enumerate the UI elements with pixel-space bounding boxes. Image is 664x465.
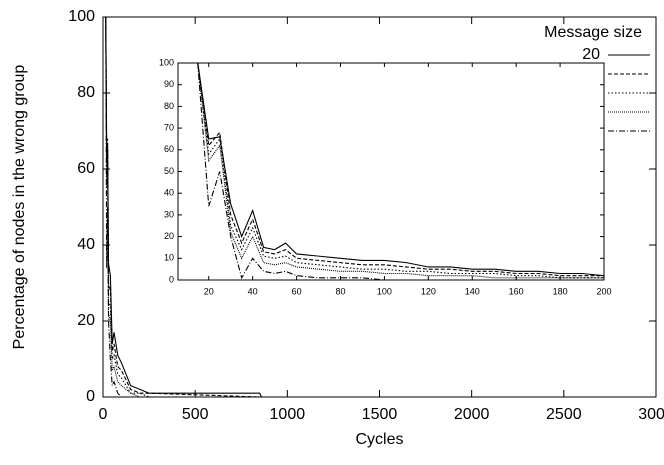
inset-background: [178, 63, 604, 280]
x-tick-label: 40: [248, 286, 258, 296]
y-tick-label: 50: [164, 166, 174, 176]
plot-lines: [103, 17, 656, 397]
x-tick-label: 160: [509, 286, 524, 296]
y-tick-label: 70: [164, 122, 174, 132]
y-tick-label: 80: [164, 101, 174, 111]
y-tick-label: 20: [164, 231, 174, 241]
y-tick-label: 100: [159, 57, 174, 67]
x-tick-label: 0: [99, 406, 108, 423]
y-axis-label: Percentage of nodes in the wrong group: [11, 65, 28, 350]
x-tick-label: 60: [292, 286, 302, 296]
series-line: [197, 63, 604, 277]
x-tick-label: 3000: [638, 406, 664, 423]
x-tick-label: 1500: [362, 406, 398, 423]
y-tick-label: 40: [77, 236, 95, 253]
y-tick-label: 30: [164, 209, 174, 219]
plot-frame: [177, 62, 605, 281]
y-tick-label: 20: [77, 312, 95, 329]
y-tick-label: 0: [169, 274, 174, 284]
x-tick-label: 20: [204, 286, 214, 296]
x-tick-label: 140: [465, 286, 480, 296]
x-tick-label: 200: [596, 286, 611, 296]
series-line: [103, 17, 656, 397]
series-line: [103, 17, 656, 397]
y-tick-label: 100: [68, 8, 95, 25]
x-axis-label: Cycles: [355, 431, 403, 448]
y-tick-label: 90: [164, 79, 174, 89]
y-tick-label: 80: [77, 84, 95, 101]
x-tick-label: 80: [335, 286, 345, 296]
y-tick-label: 10: [164, 253, 174, 263]
series-line: [197, 63, 604, 277]
y-tick-label: 0: [86, 388, 95, 405]
x-tick-label: 500: [182, 406, 209, 423]
x-tick-label: 2500: [546, 406, 582, 423]
x-tick-label: 2000: [454, 406, 490, 423]
legend-title: Message size: [544, 24, 642, 41]
x-tick-label: 100: [377, 286, 392, 296]
plot-lines: [197, 63, 604, 280]
y-tick-label: 40: [164, 188, 174, 198]
series-line: [103, 17, 656, 397]
x-tick-label: 1000: [270, 406, 306, 423]
y-tick-label: 60: [164, 144, 174, 154]
x-tick-label: 120: [421, 286, 436, 296]
series-line: [197, 63, 604, 279]
y-tick-label: 60: [77, 160, 95, 177]
legend-label: 20: [582, 46, 600, 63]
x-tick-label: 180: [553, 286, 568, 296]
plot-frame: [102, 16, 657, 398]
